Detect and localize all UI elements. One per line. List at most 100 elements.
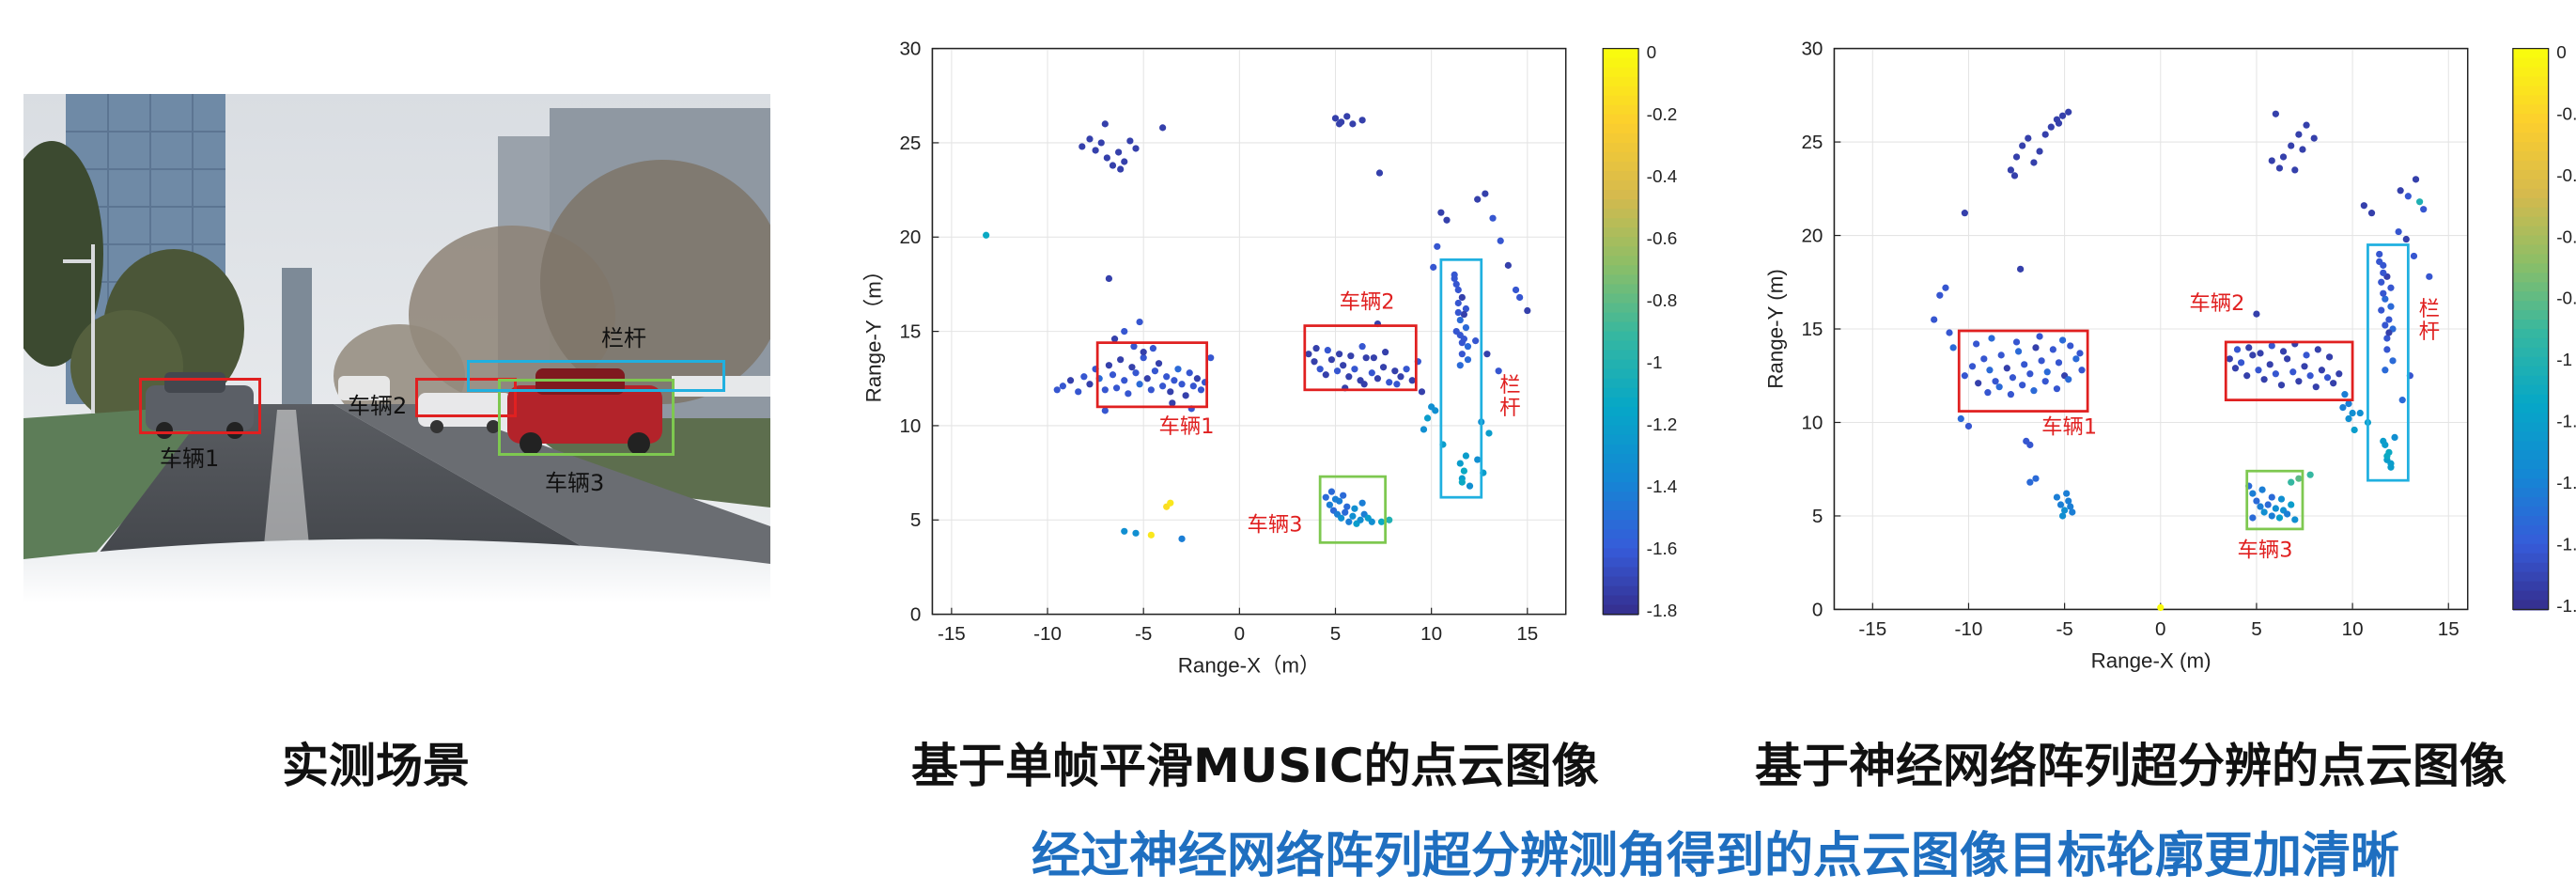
- data-point: [2260, 376, 2268, 383]
- data-point: [1351, 505, 1358, 512]
- data-point: [2003, 365, 2010, 372]
- data-point: [2021, 361, 2028, 368]
- colorbar-segment: [1603, 265, 1639, 276]
- colorbar-segment: [1603, 312, 1639, 323]
- data-point: [1136, 381, 1143, 388]
- data-point: [2036, 333, 2043, 340]
- colorbar-segment: [1603, 586, 1639, 597]
- data-point: [2157, 603, 2165, 612]
- data-point: [1092, 147, 1099, 154]
- x-tick-label: -10: [1033, 623, 1062, 645]
- colorbar-segment: [1603, 492, 1639, 503]
- data-point: [1338, 514, 1345, 522]
- colorbar-tick-label: -1.4: [2556, 474, 2576, 493]
- data-point: [1980, 355, 1988, 363]
- colorbar-segment: [2512, 515, 2549, 526]
- colorbar-tick-label: -0.6: [2556, 227, 2576, 247]
- data-point: [1086, 135, 1094, 143]
- colorbar-segment: [1603, 397, 1639, 408]
- y-tick-label: 10: [1801, 412, 1823, 433]
- colorbar-tick-label: -0.8: [1647, 291, 1678, 311]
- data-point: [2306, 372, 2314, 380]
- data-point: [2253, 310, 2260, 318]
- data-point: [1456, 362, 1464, 369]
- data-point: [1347, 352, 1355, 360]
- data-point: [1143, 375, 1151, 383]
- colorbar-tick-label: -1.8: [1647, 601, 1678, 621]
- data-point: [1186, 369, 1193, 377]
- data-point: [2067, 342, 2074, 350]
- data-point: [2257, 503, 2264, 510]
- colorbar-segment: [2512, 263, 2549, 274]
- data-point: [2301, 363, 2308, 370]
- data-point: [1472, 337, 1480, 345]
- colorbar-segment: [1603, 227, 1639, 239]
- data-point: [1370, 354, 1377, 362]
- data-point: [1451, 271, 1458, 279]
- data-point: [1997, 351, 2005, 359]
- data-point: [2041, 131, 2049, 138]
- data-point: [2055, 119, 2063, 127]
- colorbar-segment: [2512, 216, 2549, 227]
- colorbar-segment: [1603, 567, 1639, 578]
- y-axis-label: Range-Y（m）: [861, 260, 885, 403]
- data-point: [1460, 310, 1468, 319]
- data-point: [2306, 471, 2314, 478]
- data-point: [1101, 386, 1109, 394]
- data-point: [2272, 505, 2279, 512]
- x-tick-label: -15: [1858, 618, 1886, 640]
- data-point: [2426, 273, 2433, 280]
- chart-plot-group: -15 -10 -5 0 5 10 15051015202530Range-X（m）Rang…: [861, 38, 1678, 677]
- colorbar-frame: [2512, 47, 2550, 611]
- data-point: [2030, 159, 2038, 166]
- data-point: [1454, 299, 1462, 307]
- data-point: [2275, 514, 2284, 522]
- data-point: [2065, 376, 2072, 383]
- colorbar-tick-label: -1.2: [1647, 415, 1678, 435]
- colorbar-segment: [1603, 151, 1639, 164]
- colorbar-segment: [2512, 384, 2549, 396]
- data-point: [2415, 198, 2424, 206]
- data-point: [2356, 409, 2364, 417]
- data-point: [2009, 374, 2017, 382]
- colorbar-segment: [2512, 179, 2549, 190]
- data-point: [2284, 510, 2291, 518]
- colorbar-segment: [2512, 394, 2549, 405]
- data-point: [2310, 134, 2318, 142]
- colorbar-tick-label: -1: [2556, 351, 2572, 370]
- data-point: [1936, 291, 1944, 299]
- colorbar-segment: [1603, 114, 1639, 125]
- data-point: [2325, 353, 2334, 361]
- data-point: [1335, 351, 1343, 358]
- data-point: [1331, 115, 1340, 122]
- colorbar-segment: [2512, 534, 2549, 545]
- data-point: [2017, 265, 2025, 273]
- y-axis-label: Range-Y (m): [1763, 269, 1787, 389]
- x-tick-label: 5: [1330, 623, 1341, 645]
- data-point: [1155, 360, 1163, 367]
- colorbar-segment: [1603, 387, 1639, 398]
- colorbar-tick-label: -1.6: [2556, 536, 2576, 555]
- data-point: [1109, 371, 1117, 379]
- data-point: [1132, 145, 1140, 152]
- colorbar-segment: [1603, 415, 1639, 427]
- data-point: [1340, 362, 1347, 369]
- data-point: [2351, 426, 2358, 434]
- data-point: [1443, 216, 1451, 224]
- data-point: [2058, 336, 2067, 344]
- data-point: [2058, 512, 2067, 520]
- colorbar-segment: [2512, 571, 2549, 583]
- colorbar-segment: [2512, 86, 2549, 97]
- colorbar-segment: [2512, 123, 2549, 134]
- data-point: [2065, 108, 2072, 116]
- x-tick-label: 10: [1420, 623, 1442, 645]
- colorbar-segment: [2512, 104, 2549, 116]
- photo-label-railing: 栏杆: [601, 325, 646, 351]
- colorbar-segment: [2512, 488, 2549, 499]
- data-point: [2385, 316, 2393, 323]
- data-point: [1464, 356, 1472, 364]
- caption-nn: 基于神经网络阵列超分辨的点云图像: [1755, 739, 2506, 793]
- scene-photo: 车辆1 车辆2 车辆3 栏杆: [23, 94, 770, 603]
- box-vehicle2: [1303, 324, 1418, 392]
- colorbar-segment: [1603, 86, 1639, 97]
